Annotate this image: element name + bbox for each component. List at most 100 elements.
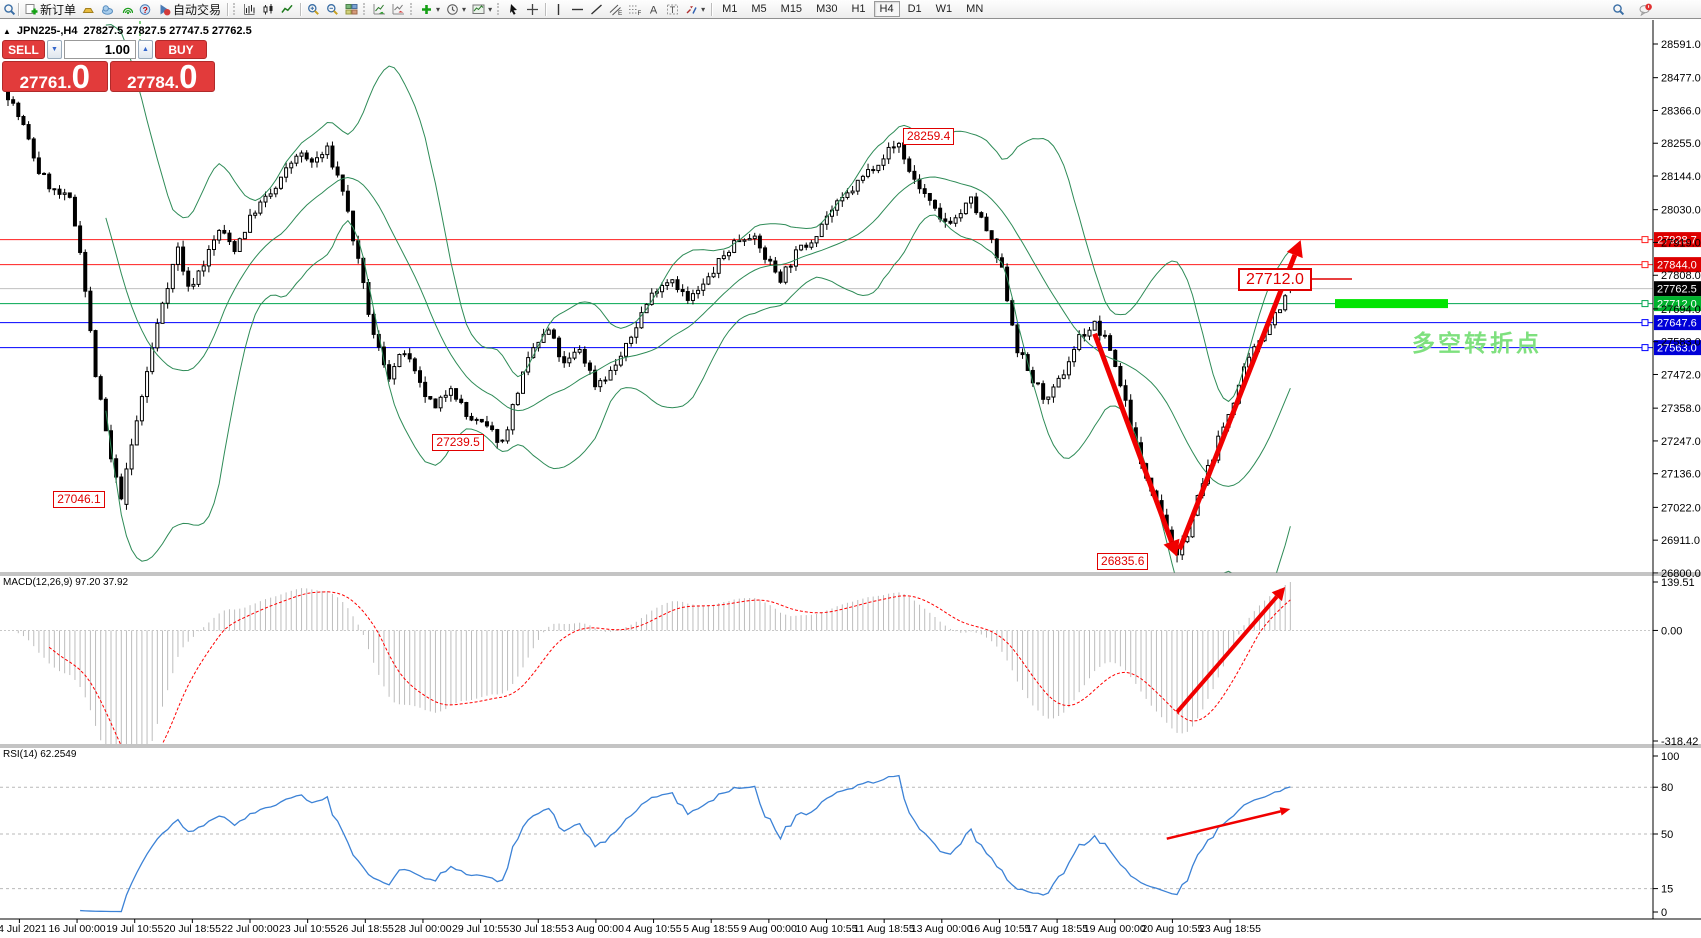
svg-text:27844.0: 27844.0	[1657, 260, 1697, 272]
collapse-quote-icon[interactable]: ▲	[3, 26, 11, 36]
magnifier-icon	[1612, 3, 1625, 16]
deposit-button[interactable]	[79, 1, 98, 18]
auto-scroll-button[interactable]	[370, 1, 389, 18]
toolbar-drag-handle	[410, 3, 415, 15]
line-chart-button[interactable]	[278, 1, 297, 18]
macd-indicator-label: MACD(12,26,9) 97.20 37.92	[3, 577, 129, 588]
svg-text:27647.6: 27647.6	[1657, 318, 1697, 330]
symbol-period-label: JPN225-,H4	[16, 25, 78, 37]
dropdown-caret-icon: ▾	[462, 4, 467, 14]
volume-decrease-button[interactable]: ▼	[47, 40, 62, 59]
crosshair-icon	[526, 3, 539, 16]
channel-icon: E	[609, 3, 622, 16]
svg-text:0: 0	[1661, 907, 1667, 919]
candlestick-chart-button[interactable]	[259, 1, 278, 18]
svg-text:27472.0: 27472.0	[1661, 369, 1701, 381]
zoom-out-button[interactable]	[323, 1, 342, 18]
toolbar: 新订单? 自动交易 ▾ ▾ ▾ E F A T ▾ M1 M5 M15 M30 H1 H4 D1 W1 MN	[0, 0, 1701, 19]
svg-text:F: F	[638, 10, 642, 16]
cloud-icon	[101, 3, 114, 16]
timeframe-button-w1[interactable]: W1	[935, 3, 953, 15]
tline-icon	[590, 3, 603, 16]
svg-text:27247.0: 27247.0	[1661, 436, 1701, 448]
tile-windows-button[interactable]	[342, 1, 361, 18]
market-help-button[interactable]: ?	[136, 1, 155, 18]
svg-text:26800.0: 26800.0	[1661, 568, 1701, 580]
svg-text:27919.0: 27919.0	[1661, 237, 1701, 249]
zoom-in-icon	[307, 3, 320, 16]
autotrade-button[interactable]: 自动交易	[155, 1, 224, 18]
templates-dropdown[interactable]: ▾	[469, 1, 495, 18]
svg-text:27358.0: 27358.0	[1661, 403, 1701, 415]
new-order-button[interactable]: 新订单	[22, 1, 79, 18]
svg-text:5 Aug 18:55: 5 Aug 18:55	[683, 923, 739, 935]
rsi-indicator-label: RSI(14) 62.2549	[3, 749, 77, 760]
periods-dropdown[interactable]: ▾	[443, 1, 469, 18]
svg-text:9 Aug 00:00: 9 Aug 00:00	[741, 923, 797, 935]
sell-button[interactable]: SELL	[2, 40, 45, 59]
svg-text:28366.0: 28366.0	[1661, 105, 1701, 117]
candles-icon	[262, 3, 275, 16]
timeframe-button-m30[interactable]: M30	[816, 3, 838, 15]
timeframe-button-m15[interactable]: M15	[780, 3, 803, 15]
svg-text:0.00: 0.00	[1661, 625, 1682, 637]
virtual-hosting-button[interactable]	[98, 1, 117, 18]
chart-shift-button[interactable]	[389, 1, 408, 18]
volume-input[interactable]: 1.00	[64, 40, 136, 59]
svg-text:26911.0: 26911.0	[1661, 535, 1700, 547]
signal-icon	[120, 3, 134, 16]
text-button[interactable]: A	[644, 1, 663, 18]
gold-icon	[82, 3, 95, 16]
svg-text:?: ?	[143, 5, 148, 15]
clipped-search-button[interactable]	[0, 1, 15, 18]
timeframe-button-m5[interactable]: M5	[751, 3, 767, 15]
svg-text:-318.42: -318.42	[1661, 736, 1698, 748]
timeframe-button-h1[interactable]: H1	[851, 3, 866, 15]
equidistant-channel-button[interactable]: E	[606, 1, 625, 18]
trendline-button[interactable]	[587, 1, 606, 18]
bars-icon	[243, 3, 256, 16]
cursor-button[interactable]	[504, 1, 523, 18]
hline-icon	[571, 3, 584, 16]
toolbar-separator	[227, 2, 229, 16]
svg-text:27928.7: 27928.7	[1657, 235, 1697, 247]
crosshair-button[interactable]	[523, 1, 542, 18]
fibonacci-button[interactable]: F	[625, 1, 644, 18]
magnifier-icon	[3, 3, 15, 16]
volume-increase-button[interactable]: ▲	[138, 40, 153, 59]
svg-text:11 Aug 18:55: 11 Aug 18:55	[854, 923, 915, 935]
svg-text:28477.0: 28477.0	[1661, 73, 1701, 85]
svg-text:3 Aug 00:00: 3 Aug 00:00	[568, 923, 624, 935]
timeframe-button-h4[interactable]: H4	[873, 1, 900, 17]
svg-text:30 Jul 18:55: 30 Jul 18:55	[510, 923, 567, 935]
signals-button[interactable]	[117, 1, 136, 18]
search-button[interactable]	[1609, 1, 1628, 18]
svg-text:26 Jul 18:55: 26 Jul 18:55	[337, 923, 394, 935]
svg-text:27136.0: 27136.0	[1661, 469, 1701, 481]
sell-price-display[interactable]: 27761. 0	[2, 60, 108, 93]
timeframe-button-mn[interactable]: MN	[966, 3, 984, 15]
notifications-button[interactable]	[1636, 1, 1655, 18]
timeframe-button-d1[interactable]: D1	[907, 3, 922, 15]
clock-icon	[446, 3, 459, 16]
textA-icon: A	[647, 3, 660, 16]
svg-text:27712.0: 27712.0	[1657, 299, 1697, 311]
quote-bar: ▲ JPN225-,H4 27827.5 27827.5 27747.5 277…	[3, 25, 252, 37]
svg-text:80: 80	[1661, 782, 1673, 794]
text-label-button[interactable]: T	[663, 1, 682, 18]
dropdown-caret-icon: ▾	[701, 4, 706, 14]
vertical-line-button[interactable]	[549, 1, 568, 18]
new-order-icon	[25, 3, 38, 16]
svg-text:27808.0: 27808.0	[1661, 270, 1701, 282]
buy-price-display[interactable]: 27784. 0	[109, 60, 215, 93]
buy-button[interactable]: BUY	[155, 40, 207, 59]
arrows-dropdown[interactable]: ▾	[682, 1, 708, 18]
svg-text:16 Aug 10:55: 16 Aug 10:55	[968, 923, 1030, 935]
svg-text:15: 15	[1661, 884, 1673, 896]
zoom-in-button[interactable]	[304, 1, 323, 18]
indicators-dropdown[interactable]: ▾	[417, 1, 443, 18]
timeframe-button-m1[interactable]: M1	[722, 3, 738, 15]
bar-chart-button[interactable]	[240, 1, 259, 18]
horizontal-line-button[interactable]	[568, 1, 587, 18]
